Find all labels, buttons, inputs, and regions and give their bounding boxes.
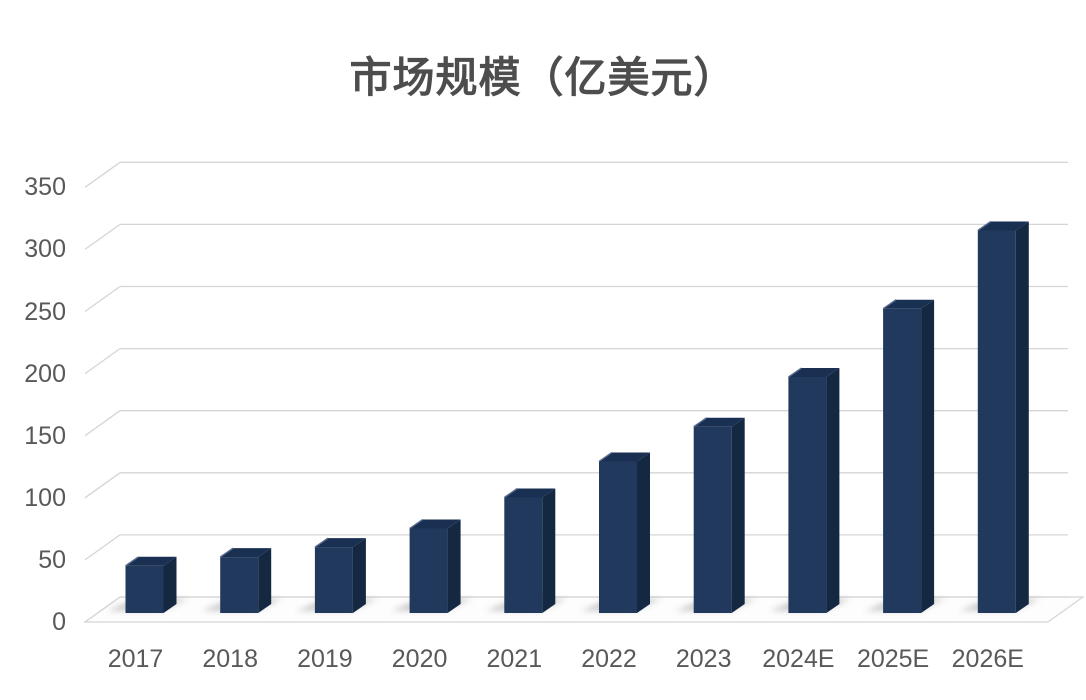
x-tick-label: 2023 <box>675 645 732 673</box>
bar-2017 <box>125 556 177 613</box>
x-tick-label: 2019 <box>297 645 353 673</box>
bar-front-face <box>788 377 827 613</box>
bar-top-face <box>504 488 556 498</box>
bar-side-face <box>637 452 650 613</box>
bar-bevel-edge <box>882 299 897 310</box>
bar-front-face <box>977 230 1016 614</box>
x-tick-label: 2020 <box>391 645 448 673</box>
y-tick-label: 100 <box>24 483 66 512</box>
x-tick-label: 2022 <box>581 645 637 673</box>
bar-front-face <box>883 308 922 613</box>
bar-front-face <box>314 547 353 613</box>
chart-title: 市场规模（亿美元） <box>349 54 737 101</box>
bar-bevel-edge <box>125 556 139 567</box>
gridline-diagonal <box>84 348 121 375</box>
bar-2021 <box>503 487 556 613</box>
bar-2018 <box>219 547 272 613</box>
bar-side-face <box>542 488 556 613</box>
y-tick-label: 250 <box>24 297 66 326</box>
gridline-diagonal <box>84 596 121 623</box>
y-tick-label: 0 <box>52 608 66 636</box>
x-tick-label: 2024E <box>762 645 835 673</box>
bar-bevel-edge <box>503 487 518 499</box>
bar-top-face <box>883 299 935 309</box>
bar-front-face <box>220 557 259 613</box>
bar-top-face <box>125 556 177 566</box>
bar-2023 <box>693 417 745 613</box>
bar-2025E <box>882 299 935 613</box>
bar-top-face <box>788 368 840 378</box>
bar-top-face <box>220 548 272 558</box>
gridline-diagonal <box>84 534 121 561</box>
bar-top-face <box>693 417 745 427</box>
gridline-diagonal <box>84 285 121 313</box>
bar-bevel-edge <box>314 537 329 548</box>
y-tick-label: 150 <box>24 421 66 450</box>
bar-side-face <box>352 538 366 613</box>
bar-top-face <box>409 519 461 529</box>
bar-2020 <box>409 518 461 613</box>
bar-side-face <box>1015 221 1029 614</box>
x-tick-label: 2018 <box>202 645 258 673</box>
bar-side-face <box>731 417 745 613</box>
gridline-diagonal <box>84 223 121 250</box>
bar-top-face <box>977 221 1029 231</box>
gridline-diagonal <box>84 472 121 499</box>
bar-bevel-edge <box>598 451 613 463</box>
bar-side-face <box>447 519 461 613</box>
y-tick-label: 300 <box>24 235 66 264</box>
bar-bevel-edge <box>219 547 234 558</box>
bar-side-face <box>826 368 840 613</box>
gridline-diagonal <box>84 410 121 437</box>
bar-front-face <box>504 497 543 613</box>
bar-top-face <box>599 452 650 462</box>
y-tick-label: 200 <box>24 359 66 388</box>
bar-side-face <box>921 299 935 613</box>
bar-top-face <box>314 538 366 548</box>
bar-front-face <box>125 565 164 613</box>
bar-bevel-edge <box>409 518 423 530</box>
x-tick-label: 2017 <box>107 645 164 673</box>
x-tick-label: 2021 <box>486 645 543 673</box>
y-tick-label: 50 <box>38 545 66 574</box>
bar-front-face <box>599 461 637 613</box>
bar-2024E <box>788 367 840 613</box>
x-tick-label: 2025E <box>856 645 930 673</box>
bar-front-face <box>693 426 732 613</box>
x-tick-label: 2026E <box>951 645 1024 673</box>
bar-bevel-edge <box>977 220 992 232</box>
bar-2026E <box>977 220 1029 614</box>
bar-bevel-edge <box>693 417 708 428</box>
gridline-diagonal <box>84 161 121 188</box>
bar-2022 <box>598 451 650 613</box>
y-tick-label: 350 <box>24 173 66 202</box>
bar-bevel-edge <box>788 367 802 378</box>
bar-side-face <box>258 548 272 613</box>
bar-side-face <box>163 556 177 613</box>
bar-front-face <box>409 528 448 613</box>
bar-2019 <box>314 537 366 613</box>
